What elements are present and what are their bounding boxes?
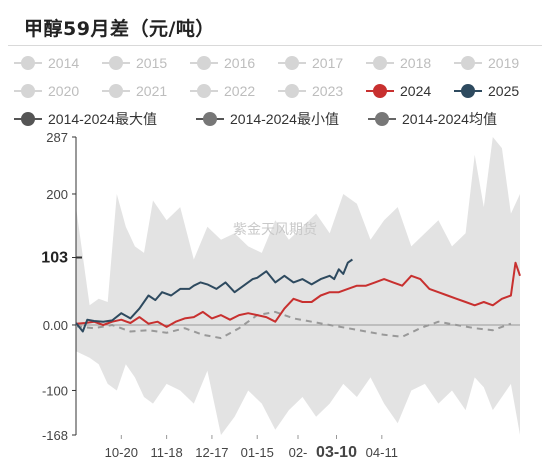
legend-row-1: 2014 2015 2016 2017 2018 2019 [14, 52, 544, 80]
x-tick-label: 04-11 [366, 445, 398, 460]
legend-label: 2019 [488, 55, 520, 71]
y-tick-label: 0.00 [43, 318, 68, 333]
y-tick-label: 200 [46, 187, 68, 202]
legend-label: 2014-2024最小值 [230, 111, 339, 127]
legend-item-mean[interactable]: 2014-2024均值 [368, 108, 497, 130]
legend-row-3: 2014-2024最大值 2014-2024最小值 2014-2024均值 [14, 108, 544, 136]
x-tick-label: 01-15 [241, 445, 274, 460]
y-tick-label: -100 [42, 383, 68, 398]
legend-marker-icon [278, 80, 306, 102]
y-tick-label: 103 [41, 250, 68, 267]
legend-label: 2023 [312, 83, 344, 99]
min-max-band [76, 137, 520, 435]
legend-item-2025[interactable]: 2025 [454, 80, 519, 102]
legend-label: 2015 [136, 55, 168, 71]
legend-marker-icon [278, 52, 306, 74]
legend-item-2019[interactable]: 2019 [454, 52, 519, 74]
legend-item-2017[interactable]: 2017 [278, 52, 343, 74]
legend-item-2016[interactable]: 2016 [190, 52, 255, 74]
legend-label: 2024 [400, 83, 432, 99]
y-tick-label: 287 [46, 130, 68, 145]
legend-item-2021[interactable]: 2021 [102, 80, 167, 102]
y-tick-label: -168 [42, 428, 68, 443]
x-tick-label: 10-20 [105, 445, 138, 460]
legend-marker-icon [366, 52, 394, 74]
legend-item-2023[interactable]: 2023 [278, 80, 343, 102]
x-tick-label: 02- [289, 445, 308, 460]
legend-item-2024[interactable]: 2024 [366, 80, 431, 102]
legend-label: 2020 [48, 83, 80, 99]
x-tick-label: 03-10 [316, 444, 357, 461]
series-2025-line [75, 258, 353, 333]
legend-label: 2017 [312, 55, 344, 71]
series-mean-line [75, 310, 512, 340]
legend-item-2022[interactable]: 2022 [190, 80, 255, 102]
legend-marker-icon [366, 80, 394, 102]
legend-marker-icon [14, 52, 42, 74]
legend-item-2015[interactable]: 2015 [102, 52, 167, 74]
legend-marker-icon [190, 52, 218, 74]
legend-label: 2021 [136, 83, 168, 99]
legend-marker-icon [454, 80, 482, 102]
legend-label: 2014 [48, 55, 80, 71]
legend-item-2014[interactable]: 2014 [14, 52, 79, 74]
watermark: 紫金天风期货 [233, 221, 317, 238]
legend-marker-icon [454, 52, 482, 74]
legend-item-2018[interactable]: 2018 [366, 52, 431, 74]
chart-legend: 2014 2015 2016 2017 2018 2019 2020 2021 … [14, 52, 544, 136]
legend-marker-icon [102, 80, 130, 102]
series-2024-line [75, 261, 521, 328]
legend-label: 2016 [224, 55, 256, 71]
legend-label: 2025 [488, 83, 520, 99]
legend-label: 2014-2024均值 [402, 111, 497, 127]
x-tick-label: 12-17 [195, 445, 228, 460]
legend-marker-icon [190, 80, 218, 102]
legend-label: 2022 [224, 83, 256, 99]
legend-item-max[interactable]: 2014-2024最大值 [14, 108, 157, 130]
legend-marker-icon [102, 52, 130, 74]
title-divider [8, 45, 542, 46]
legend-row-2: 2020 2021 2022 2023 2024 2025 [14, 80, 544, 108]
legend-label: 2018 [400, 55, 432, 71]
legend-marker-icon [14, 108, 42, 130]
legend-item-2020[interactable]: 2020 [14, 80, 79, 102]
legend-label: 2014-2024最大值 [48, 111, 157, 127]
legend-item-min[interactable]: 2014-2024最小值 [196, 108, 339, 130]
legend-marker-icon [14, 80, 42, 102]
x-tick-label: 11-18 [150, 445, 182, 460]
chart-title: 甲醇59月差（元/吨） [24, 18, 215, 40]
legend-marker-icon [368, 108, 396, 130]
legend-marker-icon [196, 108, 224, 130]
